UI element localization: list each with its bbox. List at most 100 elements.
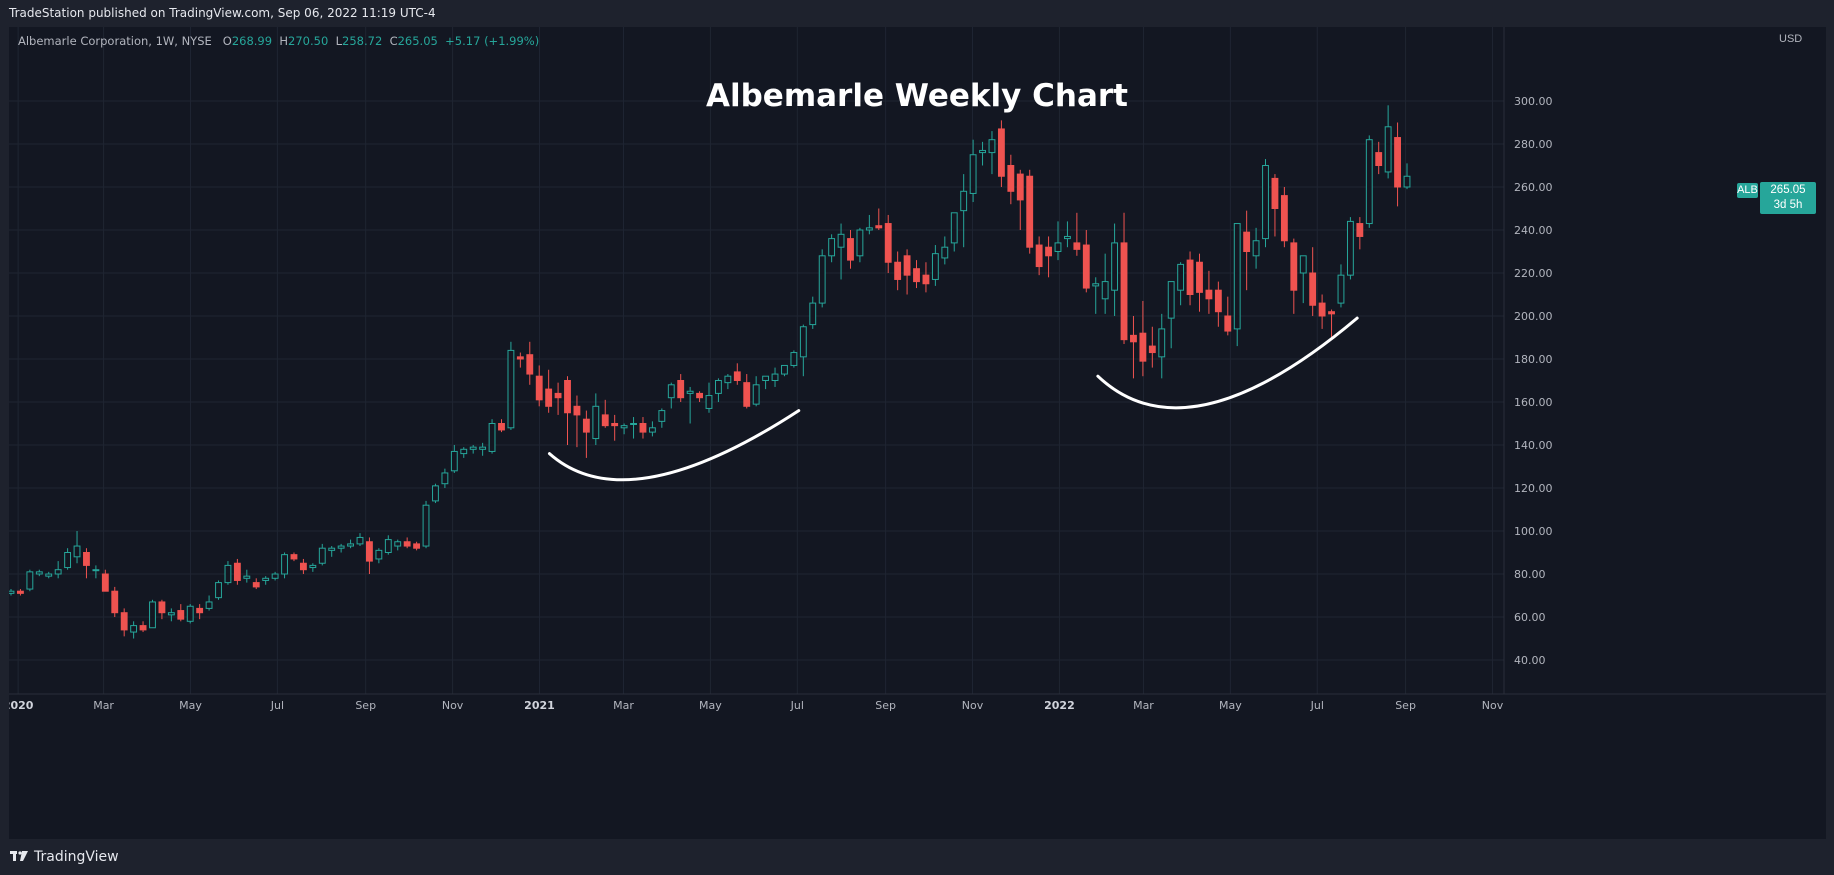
y-tick-label: 120.00 [1514, 482, 1553, 495]
x-tick-label: May [1219, 699, 1242, 712]
y-tick-label: 140.00 [1514, 439, 1553, 452]
x-tick-label: Sep [875, 699, 896, 712]
legend-close: 265.05 [397, 34, 438, 48]
candle-body [149, 601, 156, 629]
candle-body [507, 349, 515, 429]
candle-body [705, 395, 713, 409]
candle-body [54, 569, 62, 575]
chart-legend: Albemarle Corporation, 1W, NYSE O268.99 … [18, 34, 539, 48]
last-price-badge: 265.05 3d 5h [1760, 182, 1816, 214]
candle-body [441, 472, 449, 485]
chart-area[interactable]: 40.00 60.00 80.00 100.00 120.00 140.00 160.00 1… [9, 27, 1826, 839]
x-tick-label: 2021 [524, 699, 555, 712]
candle-body [1318, 302, 1326, 317]
candle-body [950, 212, 958, 244]
candle-body [394, 541, 402, 547]
candle-body [328, 547, 336, 551]
candle-body [337, 545, 345, 549]
candle-body [1403, 175, 1411, 188]
candle-body [592, 405, 600, 440]
candle-body [35, 571, 43, 575]
candle-body [903, 255, 911, 276]
candle-body [1299, 255, 1307, 274]
candle-body [26, 571, 34, 590]
legend-high-label: H [279, 34, 289, 48]
candle-body [469, 446, 477, 450]
legend-low: 258.72 [342, 34, 383, 48]
candle-body [1082, 244, 1090, 289]
candle-body [1186, 259, 1194, 296]
x-tick-label: Mar [613, 699, 634, 712]
y-tick-label: 180.00 [1514, 353, 1553, 366]
candle-body [1214, 289, 1222, 313]
candle-body [413, 543, 421, 549]
candle-body [1346, 220, 1354, 276]
x-tick-label: Sep [355, 699, 376, 712]
candle-body [1337, 274, 1345, 304]
rounded-bottom-arc [547, 409, 801, 482]
x-tick-label: Nov [442, 699, 464, 712]
x-tick-label: 2022 [1044, 699, 1075, 712]
y-tick-label: 80.00 [1514, 568, 1546, 581]
candle-body [64, 552, 72, 569]
candle-body [922, 274, 930, 285]
candle-body [243, 575, 251, 579]
candle-body [1394, 137, 1401, 188]
candle-body [988, 139, 996, 154]
candle-body [1356, 223, 1364, 237]
tradingview-brand[interactable]: TradingView [10, 849, 119, 865]
candle-body [356, 536, 364, 545]
y-tick-label: 300.00 [1514, 95, 1553, 108]
candle-body [1167, 281, 1175, 319]
candle-body [158, 601, 166, 614]
candle-body [1309, 272, 1317, 306]
candle-body [799, 326, 807, 358]
y-tick-label: 280.00 [1514, 138, 1553, 151]
candle-body [309, 564, 317, 569]
chart-title-text: Albemarle Weekly Chart [705, 78, 1128, 114]
candle-body [526, 354, 534, 375]
candle-body [1243, 231, 1251, 252]
x-tick-label: Jul [1310, 699, 1324, 712]
candle-body [865, 227, 873, 231]
candle-body [1120, 242, 1128, 341]
x-tick-label: Nov [1482, 699, 1504, 712]
candle-body [639, 423, 647, 433]
candle-body [1130, 334, 1137, 343]
y-tick-label: 260.00 [1514, 181, 1553, 194]
candle-body [1365, 139, 1373, 225]
candlestick-chart[interactable]: 40.00 60.00 80.00 100.00 120.00 140.00 160.00 1… [9, 27, 1826, 839]
candle-body [535, 375, 543, 401]
candle-body [1224, 315, 1232, 332]
publish-header: TradeStation published on TradingView.co… [0, 0, 1834, 27]
candle-body [1252, 240, 1260, 257]
candle-body [281, 554, 288, 575]
candle-body [564, 380, 571, 414]
legend-change: +5.17 (+1.99%) [445, 34, 540, 48]
candle-body [167, 612, 175, 616]
candle-body [837, 233, 845, 248]
x-tick-label: 2020 [9, 699, 34, 712]
x-tick-label: Mar [93, 699, 114, 712]
candle-body [73, 545, 81, 558]
x-tick-label: Mar [1133, 699, 1154, 712]
candle-body [299, 562, 307, 571]
candle-body [620, 425, 628, 429]
candle-body [554, 392, 562, 399]
candle-body [913, 268, 920, 283]
legend-low-label: L [335, 34, 343, 48]
candle-body [233, 562, 241, 581]
candle-body [17, 590, 24, 594]
candle-body [318, 547, 326, 564]
publish-info: TradeStation published on TradingView.co… [9, 6, 436, 20]
candle-body [366, 541, 373, 562]
legend-symbol: Albemarle Corporation, 1W, NYSE [18, 34, 212, 48]
tradingview-label: TradingView [34, 849, 119, 865]
candle-body [1262, 165, 1269, 240]
currency-label[interactable]: USD [1779, 33, 1803, 45]
candle-body [724, 375, 732, 384]
y-tick-label: 40.00 [1514, 654, 1546, 667]
candle-body [997, 128, 1005, 177]
candle-body [83, 552, 90, 566]
y-tick-label: 100.00 [1514, 525, 1553, 538]
